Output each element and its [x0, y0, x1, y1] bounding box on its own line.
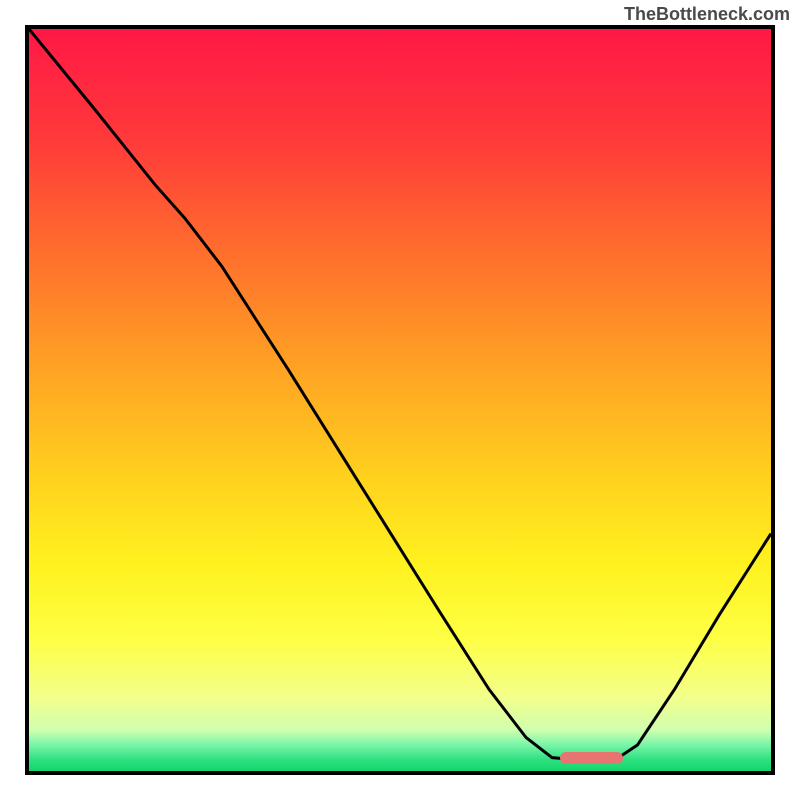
optimal-marker [560, 752, 623, 764]
curve-line [29, 29, 771, 771]
chart-container [25, 25, 775, 775]
watermark-text: TheBottleneck.com [624, 4, 790, 25]
